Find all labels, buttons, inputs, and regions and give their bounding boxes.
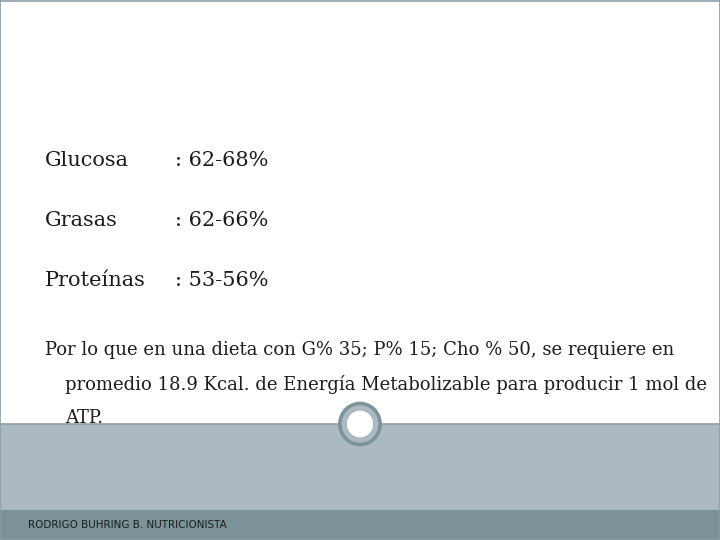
- FancyBboxPatch shape: [0, 0, 720, 424]
- Text: : 62-68%: : 62-68%: [175, 151, 269, 170]
- Text: Proteínas: Proteínas: [45, 271, 146, 289]
- Text: ATP.: ATP.: [65, 409, 103, 427]
- Text: : 53-56%: : 53-56%: [175, 271, 269, 289]
- Text: promedio 18.9 Kcal. de Energía Metabolizable para producir 1 mol de: promedio 18.9 Kcal. de Energía Metaboliz…: [65, 375, 707, 395]
- Text: RODRIGO BUHRING B. NUTRICIONISTA: RODRIGO BUHRING B. NUTRICIONISTA: [28, 520, 227, 530]
- Text: Grasas: Grasas: [45, 211, 118, 229]
- Ellipse shape: [340, 403, 380, 444]
- FancyBboxPatch shape: [0, 424, 720, 510]
- Ellipse shape: [347, 410, 373, 437]
- Text: : 62-66%: : 62-66%: [175, 211, 269, 229]
- Text: Por lo que en una dieta con G% 35; P% 15; Cho % 50, se requiere en: Por lo que en una dieta con G% 35; P% 15…: [45, 341, 674, 359]
- Text: Glucosa: Glucosa: [45, 151, 129, 170]
- FancyBboxPatch shape: [0, 510, 720, 540]
